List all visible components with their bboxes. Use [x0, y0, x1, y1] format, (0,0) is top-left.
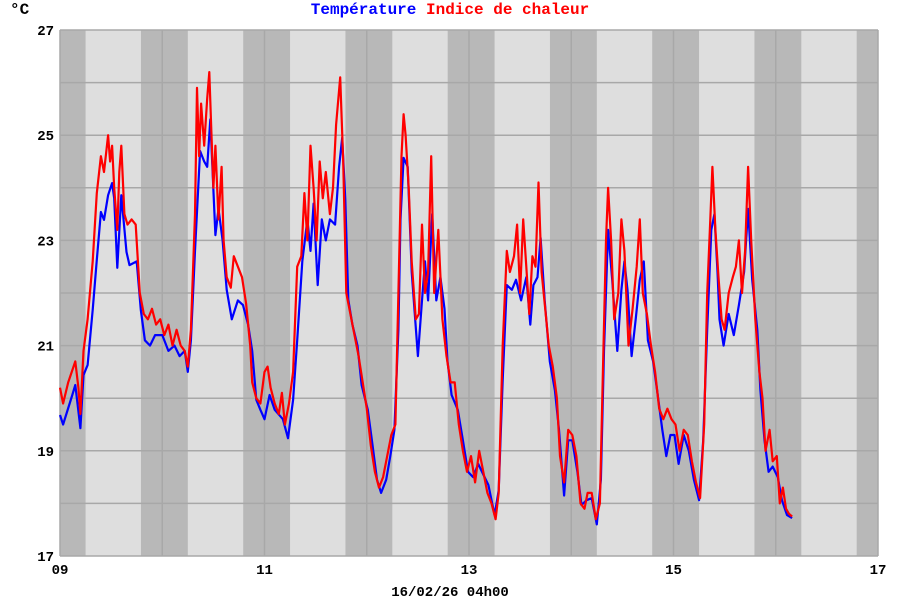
x-axis-label: 16/02/26 04h00 — [391, 585, 509, 600]
y-axis-unit-label: °C — [10, 1, 30, 19]
grid-lines — [59, 29, 879, 557]
heat-index-line — [58, 70, 793, 521]
series-lines — [58, 70, 793, 526]
x-tick-label: 09 — [52, 563, 69, 579]
y-tick-label: 25 — [37, 129, 54, 145]
title-heat-index: Indice de chaleur — [426, 1, 589, 19]
y-tick-label: 17 — [37, 550, 54, 566]
x-tick-label: 13 — [461, 563, 478, 579]
y-tick-label: 27 — [37, 24, 54, 40]
axis-ticks: 17 19 21 23 25 27 09 11 13 15 17 — [37, 24, 886, 579]
x-tick-label: 15 — [665, 563, 682, 579]
y-tick-label: 21 — [37, 340, 54, 356]
x-tick-label: 11 — [256, 563, 273, 579]
title-temperature: Température — [311, 1, 417, 19]
x-tick-label: 17 — [870, 563, 887, 579]
chart-title: Température Indice de chaleur — [311, 1, 589, 19]
y-tick-label: 19 — [37, 445, 54, 461]
y-tick-label: 23 — [37, 234, 54, 250]
